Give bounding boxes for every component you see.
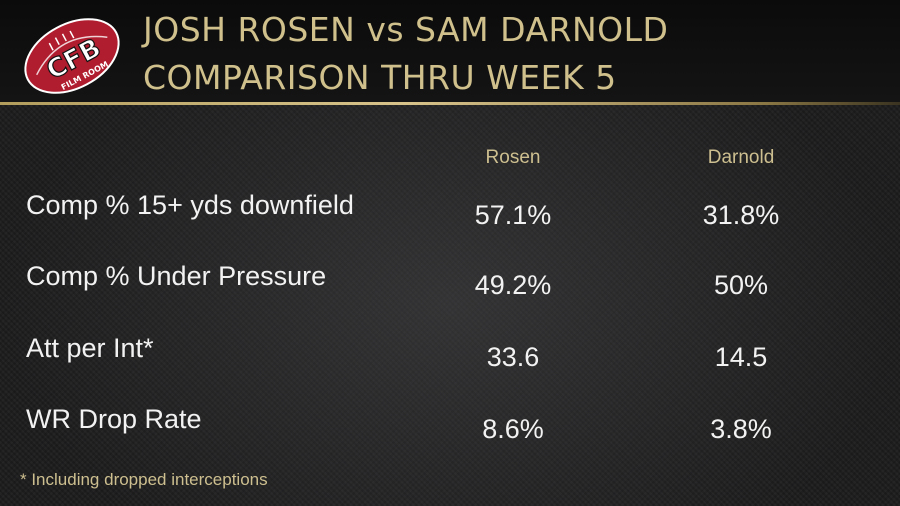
rosen-value: 57.1% xyxy=(474,200,552,230)
title-line-2: COMPARISON THRU WEEK 5 xyxy=(143,58,617,97)
darnold-value: 14.5 xyxy=(714,342,768,372)
rosen-value: 33.6 xyxy=(486,342,540,372)
column-header-darnold: Darnold xyxy=(707,147,775,168)
rosen-value: 8.6% xyxy=(482,414,544,444)
row-label: WR Drop Rate xyxy=(26,404,202,434)
darnold-value: 3.8% xyxy=(710,414,772,444)
row-label: Att per Int* xyxy=(26,333,154,363)
header-divider xyxy=(0,102,900,105)
darnold-value: 31.8% xyxy=(702,200,780,230)
column-header-rosen: Rosen xyxy=(485,147,541,168)
darnold-value: 50% xyxy=(713,270,769,300)
footnote: * Including dropped interceptions xyxy=(20,470,268,489)
cfb-film-room-logo: CFB FILM ROOM xyxy=(18,8,126,104)
title-line-1: JOSH ROSEN vs SAM DARNOLD xyxy=(143,10,669,49)
row-label: Comp % Under Pressure xyxy=(26,261,327,291)
row-label: Comp % 15+ yds downfield xyxy=(26,190,354,220)
rosen-value: 49.2% xyxy=(474,270,552,300)
header-bar xyxy=(0,0,900,102)
